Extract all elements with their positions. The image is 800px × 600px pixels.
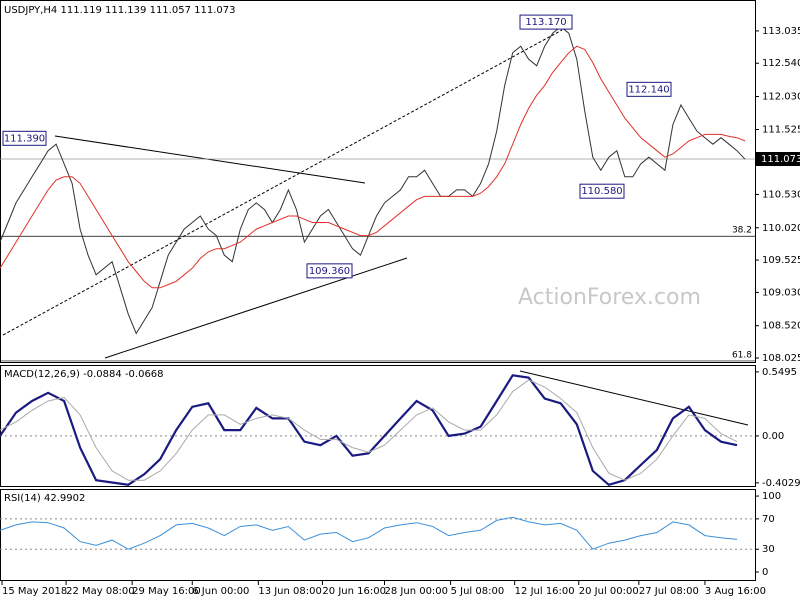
x-tick-label: 3 Aug 16:00 — [705, 586, 766, 597]
y-tick-label: 108.520 — [762, 321, 800, 332]
y-tick-label: 112.540 — [762, 58, 800, 69]
y-tick-label: 0.00 — [762, 431, 784, 442]
annotation-box — [2, 130, 47, 146]
series-line — [0, 379, 738, 481]
annotation-box — [626, 81, 672, 97]
x-tick-label: 13 Jun 08:00 — [258, 586, 322, 597]
y-tick-label: 0.5495 — [762, 367, 797, 378]
y-tick-label: 30 — [762, 544, 775, 555]
series-line — [0, 45, 746, 289]
level-label: 38.2 — [732, 226, 752, 236]
annotation-label: 109.360 — [309, 266, 350, 277]
x-tick-label: 12 Jul 16:00 — [515, 586, 575, 597]
y-tick-label: 110.530 — [762, 189, 800, 200]
annotation-label: 112.140 — [628, 84, 669, 95]
signal-value: -0.0668 — [125, 369, 164, 380]
macd-value: -0.0884 — [83, 369, 122, 380]
annotation-box — [519, 14, 573, 30]
x-tick-label: 22 May 08:00 — [66, 586, 135, 597]
close: 111.073 — [194, 5, 235, 16]
macd-title: MACD(12,26,9) — [4, 369, 80, 380]
y-tick-label: 112.030 — [762, 92, 800, 103]
x-tick-label: 20 Jul 00:00 — [579, 586, 639, 597]
high: 111.139 — [105, 5, 146, 16]
series-line — [0, 374, 738, 487]
trendline — [2, 29, 563, 336]
watermark: ActionForex.com — [518, 285, 701, 310]
x-tick-label: 5 Jul 08:00 — [451, 586, 505, 597]
trendline — [519, 370, 749, 426]
rsi-header: RSI(14) 42.9902 — [4, 493, 85, 504]
x-tick-label: 29 May 16:00 — [132, 586, 201, 597]
annotation-box — [579, 183, 625, 199]
rsi-panel — [0, 489, 756, 581]
annotation-box — [306, 263, 353, 279]
macd-header: MACD(12,26,9) -0.0884 -0.0668 — [4, 369, 164, 380]
level-label: 61.8 — [732, 350, 752, 360]
price-panel — [0, 0, 756, 363]
x-tick-label: 27 Jul 08:00 — [639, 586, 699, 597]
y-tick-label: 111.525 — [762, 124, 800, 135]
x-tick-label: 15 May 2018 — [2, 586, 67, 597]
rsi-title: RSI(14) — [4, 493, 41, 504]
y-tick-label: 110.020 — [762, 223, 800, 234]
open: 111.119 — [60, 5, 101, 16]
price-header: USDJPY,H4 111.119 111.139 111.057 111.07… — [4, 5, 235, 16]
annotation-label: 111.390 — [4, 133, 45, 144]
y-tick-label: 100 — [762, 491, 781, 502]
y-tick-label: 109.525 — [762, 255, 800, 266]
x-tick-label: 6 Jun 00:00 — [192, 586, 249, 597]
x-tick-label: 20 Jun 16:00 — [322, 586, 386, 597]
series-line — [0, 516, 738, 550]
low: 111.057 — [150, 5, 191, 16]
y-tick-label: 0 — [762, 567, 768, 578]
rsi-value: 42.9902 — [44, 493, 85, 504]
current-price-label: 111.073 — [761, 154, 800, 165]
trendline — [104, 257, 408, 359]
y-tick-label: -0.4029 — [762, 478, 800, 489]
x-tick-label: 28 Jun 00:00 — [385, 586, 449, 597]
annotation-label: 113.170 — [525, 17, 566, 28]
macd-panel — [0, 365, 756, 487]
y-tick-label: 108.025 — [762, 353, 800, 364]
current-price-box — [756, 152, 800, 167]
y-tick-label: 113.035 — [762, 26, 800, 37]
annotation-label: 110.580 — [581, 186, 622, 197]
y-tick-label: 70 — [762, 514, 775, 525]
y-tick-label: 109.030 — [762, 287, 800, 298]
series-line — [0, 26, 746, 335]
trendline — [54, 135, 366, 184]
symbol: USDJPY,H4 — [4, 5, 57, 16]
